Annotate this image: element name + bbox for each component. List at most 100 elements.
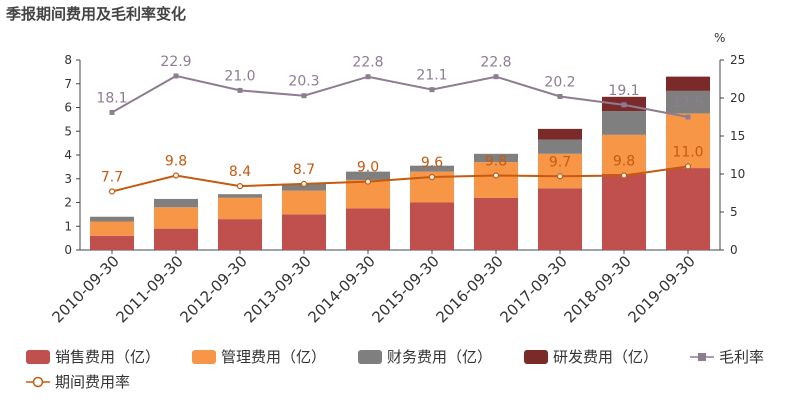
legend-label: 财务费用（亿） [387,348,493,366]
line-data-label: 22.8 [480,55,511,71]
line-point-marker [429,87,435,93]
legend-swatch [192,349,216,364]
legend-item: 财务费用（亿） [358,346,492,367]
legend-item: 毛利率 [690,346,764,367]
line-point-marker [236,183,244,190]
bar-segment [410,165,454,172]
legend-swatch [358,349,382,364]
bar-segment [538,188,582,250]
bar-segment [538,153,582,189]
line-data-label: 8.7 [293,162,315,178]
x-tick-label: 2018-09-30 [560,252,634,326]
line-point-marker [364,178,372,185]
x-tick-label: 2014-09-30 [304,252,378,326]
x-tick-label: 2013-09-30 [240,252,314,326]
bar-segment [538,128,582,140]
line-data-label: 7.7 [101,169,123,185]
line-point-marker [493,74,499,80]
legend-label: 毛利率 [719,348,765,366]
left-tick-label: 7 [64,77,72,91]
right-tick-label: 10 [730,167,745,181]
line-point-marker [492,172,500,179]
line-point-marker [620,172,628,179]
line-data-label: 21.1 [416,68,447,84]
line-series-path [111,165,689,193]
line-data-label: 20.3 [288,74,319,90]
legend-swatch [26,349,50,364]
line-point-marker [556,173,564,180]
legend-item: 销售费用（亿） [26,346,160,367]
bar-segment [602,134,646,174]
bar-segment [602,111,646,135]
left-tick-label: 5 [64,124,72,138]
line-point-marker [300,180,308,187]
line-point-marker [108,188,116,195]
bar-segment [346,171,390,180]
line-data-label: 21.0 [224,68,255,84]
right-tick-label: 0 [730,243,738,257]
x-tick-label: 2016-09-30 [432,252,506,326]
chart-title: 季报期间费用及毛利率变化 [6,5,187,23]
line-point-marker [621,102,627,108]
chart-svg: 0 1 2 3 4 5 6 7 8 0 5 10 15 20 25% 2010-09-302011-09-30… [48,31,745,326]
x-tick-label: 2010-09-30 [48,252,122,326]
bar-segment [474,162,518,198]
bar-segment [474,197,518,250]
line-data-label: 18.1 [96,90,127,106]
bar-segment [666,76,710,91]
line-point-marker [557,93,563,99]
line-data-label: 11.0 [672,144,703,160]
bar-segment [154,207,198,229]
bar-segment [410,202,454,250]
line-point-marker [173,73,179,79]
legend-label: 研发费用（亿） [553,348,659,366]
line-data-label: 17.5 [672,95,703,111]
x-tick-label: 2015-09-30 [368,252,442,326]
legend-line-swatch [690,350,714,364]
line-data-label: 19.1 [608,83,639,99]
line-data-label: 9.8 [613,154,635,170]
legend-label: 期间费用率 [55,373,131,391]
left-tick-label: 0 [64,243,72,257]
bar-segment [282,190,326,215]
line-point-marker [428,173,436,181]
bar-segment [90,216,134,222]
x-tick-label: 2017-09-30 [496,252,570,326]
right-tick-label: 5 [730,205,738,219]
bar-segment [218,219,262,250]
bar-segment [538,139,582,154]
legend-item: 期间费用率 [26,371,130,392]
line-data-label: 22.8 [352,55,383,71]
legend-swatch [524,349,548,364]
right-axis-unit: % [714,31,725,45]
line-point-marker [365,74,371,80]
bar-segment [474,153,518,163]
right-tick-label: 15 [730,129,745,143]
bar-segment [282,214,326,250]
line-data-label: 8.4 [229,164,251,180]
bar-segment [218,194,262,198]
bar-segment [154,228,198,250]
bar-segment [90,221,134,236]
line-point-marker [109,109,115,115]
legend-label: 销售费用（亿） [55,348,161,366]
left-tick-label: 8 [64,53,72,67]
bar-segment [666,168,710,250]
line-data-label: 20.2 [544,74,575,90]
x-tick-label: 2019-09-30 [624,252,698,326]
left-tick-label: 3 [64,172,72,186]
line-point-marker [301,93,307,99]
line-data-label: 9.8 [165,154,187,170]
legend-item: 管理费用（亿） [192,346,326,367]
bar-segment [666,113,710,169]
legend-item: 研发费用（亿） [524,346,658,367]
bar-segment [154,198,198,208]
bar-segment [346,208,390,250]
bar-segment [602,174,646,250]
line-point-marker [684,163,692,170]
line-point-marker [172,172,180,179]
left-tick-label: 2 [64,196,72,210]
left-tick-label: 6 [64,101,72,115]
bar-segment [218,197,262,220]
